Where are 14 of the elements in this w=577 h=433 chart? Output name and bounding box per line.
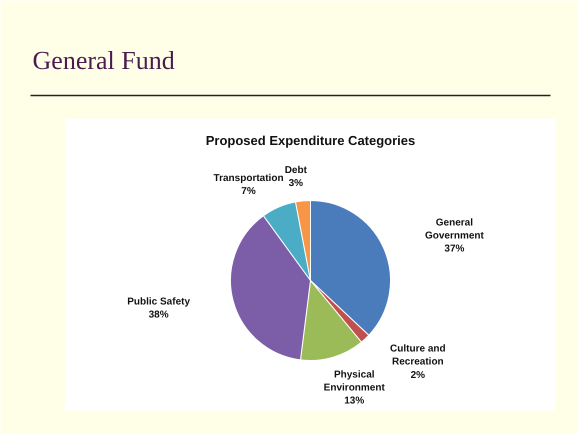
data-label: 7%: [241, 186, 256, 198]
slice-label: Transportation: [214, 172, 284, 184]
chart-title: General Fund: [32, 46, 175, 75]
data-label: 38%: [148, 309, 169, 320]
slice-label: Physical Environment: [324, 369, 386, 394]
data-label: 3%: [288, 178, 304, 190]
data-label: 37%: [444, 244, 465, 255]
data-label: 2%: [410, 370, 426, 381]
slice-label: General Government: [424, 217, 485, 242]
chart-subtitle: Proposed Expenditure Categories: [206, 133, 416, 148]
slice-label: Debt: [284, 164, 308, 176]
slice-label: Culture and Recreation: [390, 343, 446, 368]
slice-label: Public Safety: [127, 296, 190, 308]
data-label: 13%: [344, 396, 364, 407]
